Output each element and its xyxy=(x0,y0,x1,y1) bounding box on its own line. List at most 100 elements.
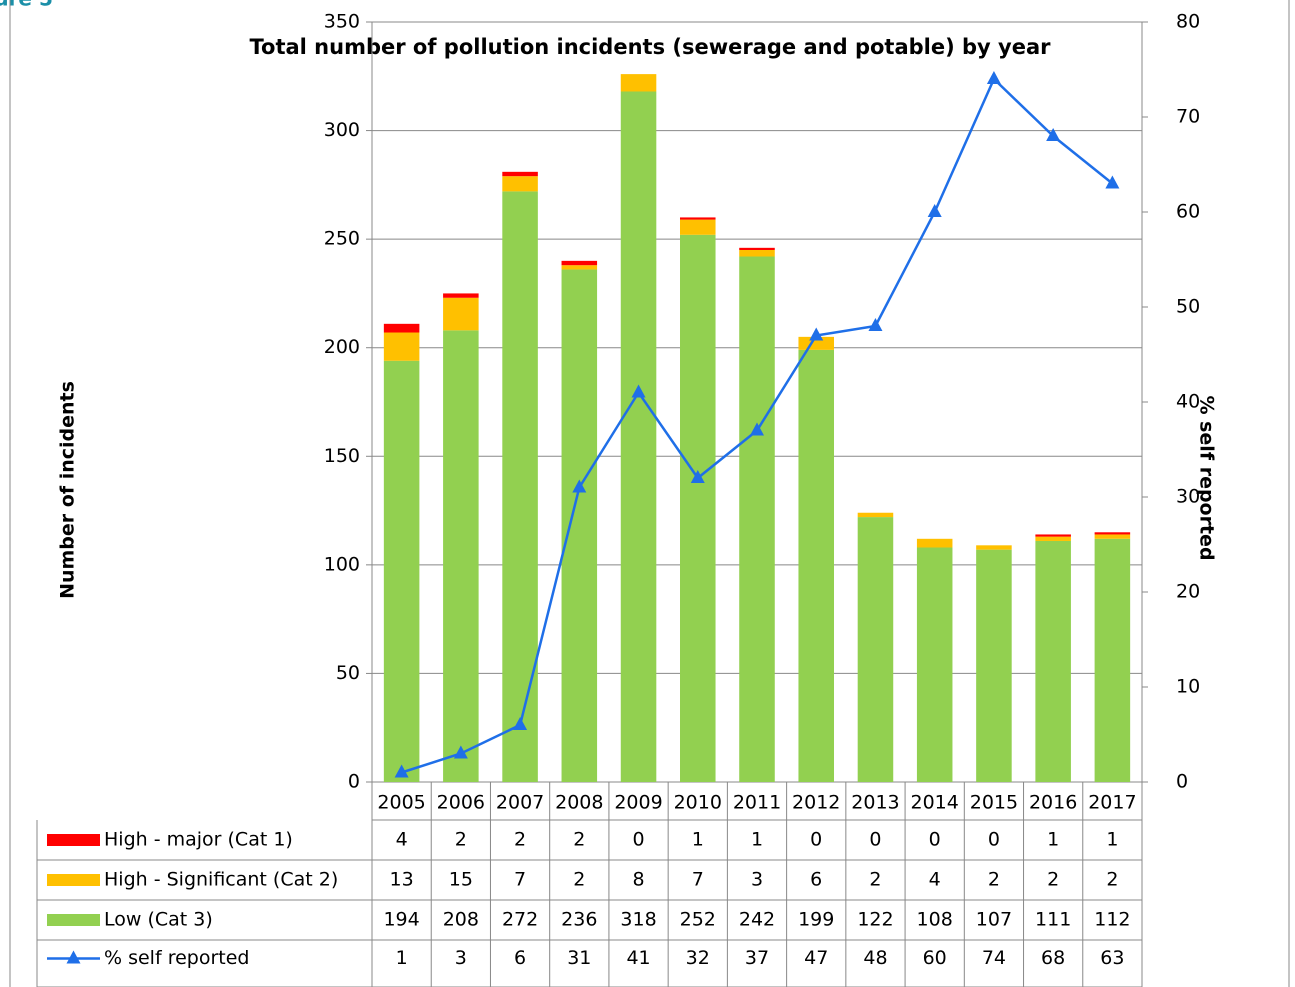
marker xyxy=(1046,128,1061,141)
bar-segment xyxy=(620,91,657,782)
table-value: 63 xyxy=(1100,947,1124,969)
table-value: 2 xyxy=(869,869,881,891)
x-tick-label: 2014 xyxy=(911,792,959,814)
table-value: 3 xyxy=(751,869,763,891)
table-value: 199 xyxy=(798,909,834,931)
y-tick-label: 200 xyxy=(324,336,360,358)
y-tick-label: 250 xyxy=(324,228,360,250)
table-value: 2 xyxy=(988,869,1000,891)
bar-segment xyxy=(976,549,1012,782)
table-value: 31 xyxy=(567,947,591,969)
bar-segment xyxy=(561,269,598,782)
bar-segment xyxy=(739,247,775,250)
legend-label: % self reported xyxy=(104,947,249,969)
table-value: 2 xyxy=(573,829,585,851)
table-value: 48 xyxy=(863,947,887,969)
table-value: 3 xyxy=(455,947,467,969)
marker xyxy=(394,764,409,778)
marker xyxy=(750,422,764,436)
bar-segment xyxy=(1035,536,1071,541)
bar-segment xyxy=(1094,532,1131,535)
legend-key xyxy=(47,834,100,846)
table-value: 122 xyxy=(857,909,893,931)
marker xyxy=(1105,175,1120,189)
y2-axis-title: % self reported xyxy=(1196,395,1218,560)
x-tick-label: 2015 xyxy=(970,792,1018,814)
table-value: 37 xyxy=(745,947,769,969)
bar-segment xyxy=(916,547,953,782)
marker xyxy=(572,479,587,493)
marker xyxy=(690,470,705,483)
marker xyxy=(453,745,468,759)
legend-key xyxy=(47,914,100,926)
table-value: 8 xyxy=(632,869,644,891)
table-value: 2 xyxy=(514,829,526,851)
bar-segment xyxy=(443,293,479,298)
table-value: 108 xyxy=(917,909,953,931)
bar-segment xyxy=(561,265,598,270)
figure-label: gure 5 xyxy=(0,0,53,11)
marker xyxy=(631,384,646,398)
x-tick-label: 2011 xyxy=(733,792,781,814)
table-value: 74 xyxy=(982,947,1006,969)
bar-segment xyxy=(502,191,538,782)
bar-segment xyxy=(680,217,716,220)
y-tick-label: 0 xyxy=(348,771,360,793)
bar-segment xyxy=(857,512,894,518)
table-value: 13 xyxy=(390,869,414,891)
table-value: 4 xyxy=(396,829,408,851)
x-tick-label: 2017 xyxy=(1088,792,1136,814)
bar-segment xyxy=(443,297,479,331)
table-value: 60 xyxy=(923,947,947,969)
y-axis-title: Number of incidents xyxy=(57,381,79,599)
table-value: 4 xyxy=(929,869,941,891)
table-value: 6 xyxy=(810,869,822,891)
y-tick-label: 100 xyxy=(324,553,360,575)
bar-segment xyxy=(1094,538,1131,782)
y2-tick-label: 50 xyxy=(1176,296,1200,318)
bar-segment xyxy=(680,219,716,235)
legend-label: Low (Cat 3) xyxy=(104,909,213,931)
table-value: 1 xyxy=(396,947,408,969)
marker xyxy=(809,327,824,341)
bar-segment xyxy=(798,349,834,782)
table-value: 2 xyxy=(1047,869,1059,891)
y-tick-label: 50 xyxy=(336,662,360,684)
table-value: 1 xyxy=(692,829,704,851)
table-value: 1 xyxy=(1047,829,1059,851)
table-value: 252 xyxy=(680,909,716,931)
table-value: 47 xyxy=(804,947,828,969)
x-tick-label: 2006 xyxy=(437,792,485,814)
marker xyxy=(986,71,1001,84)
table-value: 0 xyxy=(869,829,881,851)
y2-tick-label: 20 xyxy=(1176,581,1200,603)
bar-segment xyxy=(1035,534,1071,537)
bar-segment xyxy=(857,517,894,782)
x-tick-label: 2013 xyxy=(851,792,899,814)
y2-tick-label: 70 xyxy=(1176,106,1200,128)
y2-tick-label: 0 xyxy=(1176,771,1188,793)
y-tick-label: 300 xyxy=(324,119,360,141)
x-tick-label: 2012 xyxy=(792,792,840,814)
x-tick-label: 2008 xyxy=(555,792,603,814)
bar-segment xyxy=(620,74,657,92)
y-tick-label: 150 xyxy=(324,445,360,467)
bar-segment xyxy=(739,256,775,782)
table-value: 2 xyxy=(1106,869,1118,891)
y-tick-label: 350 xyxy=(324,11,360,33)
x-tick-label: 2009 xyxy=(614,792,662,814)
x-tick-label: 2007 xyxy=(496,792,544,814)
legend-key xyxy=(47,874,100,886)
bar-segment xyxy=(798,336,834,350)
table-value: 272 xyxy=(502,909,538,931)
bar-segment xyxy=(502,171,538,177)
table-value: 15 xyxy=(449,869,473,891)
y2-tick-label: 10 xyxy=(1176,676,1200,698)
bar-segment xyxy=(680,234,716,783)
y2-tick-label: 40 xyxy=(1176,391,1200,413)
bar-segment xyxy=(443,330,479,782)
table-value: 0 xyxy=(988,829,1000,851)
table-value: 242 xyxy=(739,909,775,931)
table-value: 0 xyxy=(929,829,941,851)
